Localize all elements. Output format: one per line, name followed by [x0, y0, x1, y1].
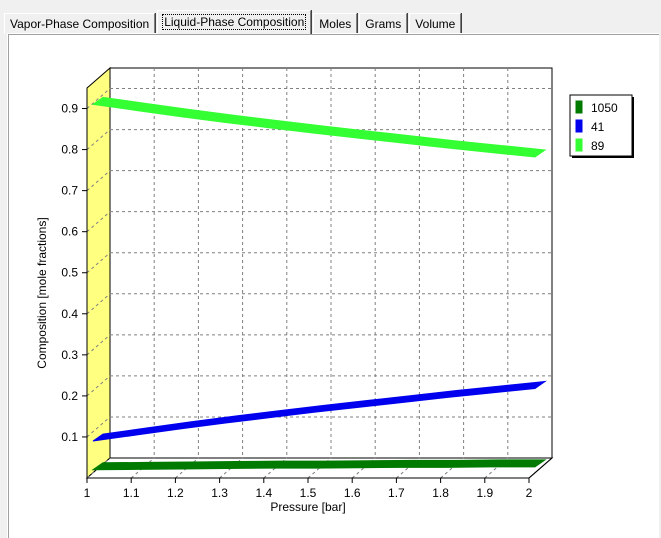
x-tick-label: 1.7 — [388, 486, 405, 500]
x-tick-label: 1 — [84, 486, 91, 500]
x-tick-label: 1.3 — [211, 486, 228, 500]
y-tick-label: 0.7 — [61, 184, 78, 198]
legend-swatch-41 — [576, 120, 582, 132]
y-axis-label: Composition [mole fractions] — [35, 217, 49, 368]
x-tick-label: 1.9 — [476, 486, 493, 500]
legend-swatch-89 — [576, 139, 582, 151]
legend-label: 41 — [591, 120, 605, 134]
tab-label: Liquid-Phase Composition — [163, 15, 305, 29]
y-tick-label: 0.4 — [61, 307, 78, 321]
y-tick-label: 0.9 — [61, 102, 78, 116]
x-tick-label: 1.4 — [255, 486, 272, 500]
y-tick-label: 0.6 — [61, 225, 78, 239]
tab-liquid-phase-composition[interactable]: Liquid-Phase Composition — [157, 10, 311, 34]
x-tick-label: 1.6 — [344, 486, 361, 500]
legend-label: 89 — [591, 139, 605, 153]
legend-swatch-1050 — [576, 101, 582, 113]
y-tick-label: 0.5 — [61, 266, 78, 280]
y-tick-label: 0.2 — [61, 389, 78, 403]
y-tick-label: 0.1 — [61, 430, 78, 444]
x-axis-label: Pressure [bar] — [270, 500, 345, 514]
legend: 1050 41 89 — [570, 95, 634, 158]
legend-label: 1050 — [591, 101, 618, 115]
x-tick-label: 1.5 — [300, 486, 317, 500]
x-tick-label: 2 — [526, 486, 533, 500]
y-tick-label: 0.8 — [61, 143, 78, 157]
y-tick-label: 0.3 — [61, 348, 78, 362]
plot-side-wall — [87, 68, 110, 478]
x-tick-label: 1.2 — [167, 486, 184, 500]
x-tick-label: 1.1 — [123, 486, 140, 500]
x-tick-label: 1.8 — [432, 486, 449, 500]
